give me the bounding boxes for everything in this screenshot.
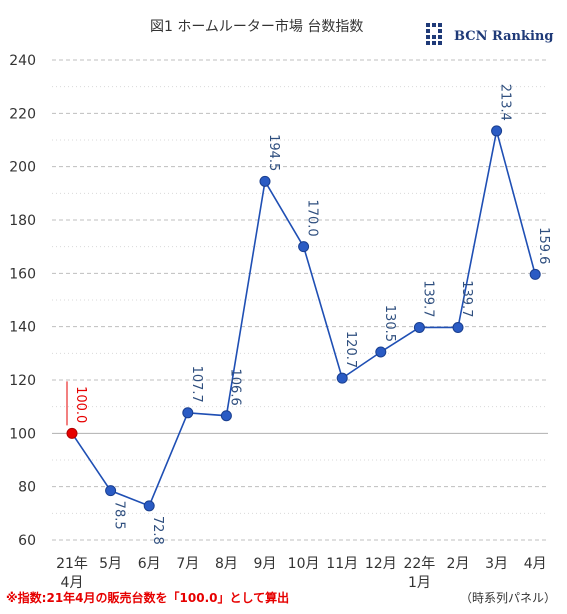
data-point <box>452 321 464 333</box>
data-point <box>413 321 425 333</box>
series-line <box>71 130 536 507</box>
brand-name: BCN Ranking <box>454 28 554 44</box>
data-label: 139.7 <box>420 280 435 317</box>
x-tick-label: 12月 <box>365 556 397 572</box>
data-point <box>375 346 387 358</box>
data-point <box>529 268 541 280</box>
x-tick-label: 22年 <box>403 556 435 572</box>
data-label: 159.6 <box>536 227 551 264</box>
y-tick-label: 100 <box>9 426 36 442</box>
bcn-logo-icon <box>426 23 442 45</box>
y-tick-label: 220 <box>9 106 36 122</box>
data-point <box>143 500 155 512</box>
y-tick-label: 180 <box>9 213 36 229</box>
data-label: 106.6 <box>227 369 242 406</box>
data-label: 213.4 <box>498 84 513 121</box>
data-label: 170.0 <box>305 199 320 236</box>
y-tick-label: 140 <box>9 320 36 336</box>
data-label: 72.8 <box>150 516 165 545</box>
data-label: 120.7 <box>343 331 358 368</box>
data-point <box>259 175 271 187</box>
x-tick-label: 10月 <box>288 556 320 572</box>
x-tick-label: 11月 <box>326 556 358 572</box>
x-tick-label: 9月 <box>254 556 277 572</box>
chart-title: 図1 ホームルーター市場 台数指数 <box>150 19 364 35</box>
data-label: 139.7 <box>459 280 474 317</box>
y-tick-label: 60 <box>18 533 36 549</box>
x-tick-label: 21年 <box>56 556 88 572</box>
y-tick-label: 200 <box>9 160 36 176</box>
data-point <box>105 485 117 497</box>
data-point <box>336 372 348 384</box>
data-point <box>220 410 232 422</box>
x-tick-label: 5月 <box>99 556 122 572</box>
data-point <box>66 427 78 439</box>
x-tick-label: 6月 <box>138 556 161 572</box>
x-tick-label: 4月 <box>524 556 547 572</box>
data-label: 78.5 <box>112 501 127 530</box>
y-tick-label: 80 <box>18 480 36 496</box>
y-tick-label: 160 <box>9 266 36 282</box>
data-label: 100.0 <box>73 386 88 423</box>
y-tick-label: 120 <box>9 373 36 389</box>
brand-logo: BCN Ranking <box>426 23 553 49</box>
data-point <box>298 241 310 253</box>
y-tick-label: 240 <box>9 53 36 69</box>
data-label: 194.5 <box>266 134 281 171</box>
panel-note: （時系列パネル） <box>460 591 557 605</box>
x-tick-label: 7月 <box>176 556 199 572</box>
index-footnote: ※指数:21年4月の販売台数を「100.0」として算出 <box>6 591 290 605</box>
data-label: 107.7 <box>189 366 204 403</box>
data-label: 130.5 <box>382 305 397 342</box>
data-point <box>182 407 194 419</box>
x-tick-label: 8月 <box>215 556 238 572</box>
x-tick-label: 4月 <box>61 575 84 591</box>
x-tick-label: 2月 <box>447 556 470 572</box>
x-tick-label: 1月 <box>408 575 431 591</box>
data-point <box>491 125 503 137</box>
x-tick-label: 3月 <box>485 556 508 572</box>
